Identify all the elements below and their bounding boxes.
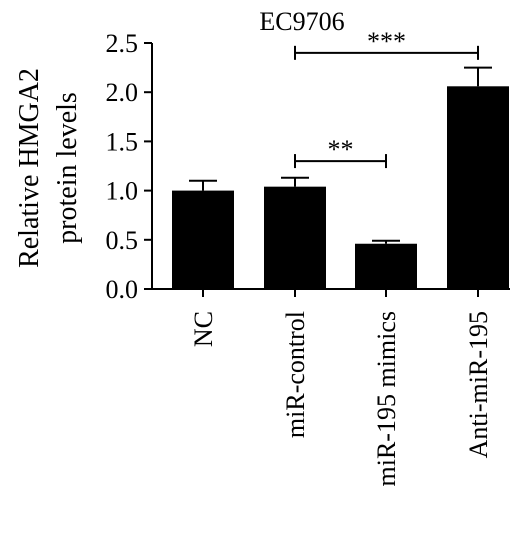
y-tick-label: 2.5	[106, 29, 139, 58]
x-tick-label: miR-control	[281, 311, 310, 438]
chart-title: EC9706	[259, 7, 344, 36]
y-tick-label: 1.5	[106, 127, 139, 156]
bar	[172, 190, 234, 289]
x-tick-label: NC	[189, 311, 218, 347]
bar	[264, 186, 326, 289]
bar	[447, 86, 509, 290]
y-tick-label: 1.0	[106, 177, 139, 206]
significance-label: **	[328, 135, 354, 164]
y-tick-label: 0.0	[106, 275, 139, 304]
y-axis-label-line1: Relative HMGA2	[14, 68, 45, 268]
y-axis-label-line2: protein levels	[52, 92, 83, 244]
x-tick-label: miR-195 mimics	[372, 311, 401, 487]
y-tick-label: 2.0	[106, 78, 139, 107]
significance-label: ***	[367, 27, 406, 56]
x-tick-label: Anti-miR-195	[464, 311, 493, 458]
bar	[355, 243, 417, 289]
y-axis-label: Relative HMGA2 protein levels	[14, 68, 83, 268]
plot-area: 0.0 0.5 1.0 1.5 2.0 2.5 NC miR-control miR-195 m…	[106, 27, 510, 487]
y-tick-label: 0.5	[106, 226, 139, 255]
